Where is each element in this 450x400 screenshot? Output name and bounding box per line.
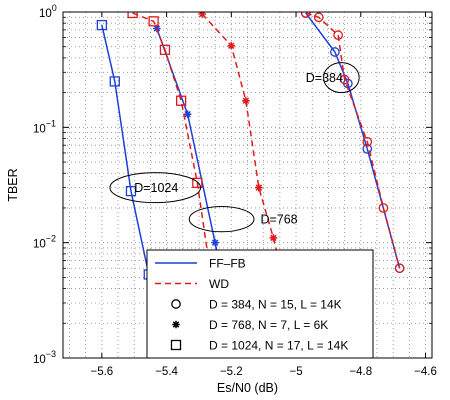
x-tick-label: −4.6 bbox=[414, 366, 437, 378]
axes: −5.6 −5.4 −5.2 −5 −4.8 −4.6 100 10−1 10−2 10−3 bbox=[33, 3, 437, 378]
y-axis-label: TBER bbox=[6, 168, 20, 201]
legend-entry: D = 1024, N = 17, L = 14K bbox=[170, 338, 348, 352]
x-tick-label: −5.6 bbox=[90, 366, 113, 378]
legend-box bbox=[146, 249, 374, 359]
annotation-ellipse bbox=[109, 172, 202, 204]
data-point-circle bbox=[333, 30, 343, 40]
legend-entry: D = 768, N = 7, L = 6K bbox=[172, 318, 328, 332]
series-line bbox=[305, 12, 401, 269]
data-point-square bbox=[192, 177, 203, 189]
x-tick-label: −5.4 bbox=[155, 366, 178, 378]
annotations: D=384 D=768 D=1024 bbox=[109, 62, 360, 233]
y-tick-label: 100 bbox=[39, 3, 57, 20]
data-point-square bbox=[148, 16, 159, 27]
legend-entry: WD bbox=[155, 277, 229, 291]
series-ff_fb-d-1024 bbox=[96, 19, 154, 280]
legend-entry: FF–FB bbox=[155, 256, 246, 270]
data-point-star bbox=[211, 238, 219, 247]
data-point-circle bbox=[330, 47, 340, 57]
x-tick-label: −5 bbox=[289, 366, 302, 378]
annotation-ellipse bbox=[188, 205, 255, 233]
legend-entry: D = 384, N = 15, L = 14K bbox=[171, 297, 342, 311]
data-point-circle bbox=[394, 263, 405, 274]
x-tick-label: −5.2 bbox=[220, 366, 243, 378]
annotation-label: D=768 bbox=[260, 213, 297, 227]
series-line bbox=[132, 12, 210, 261]
data-point-circle bbox=[313, 12, 324, 23]
legend-marker-star bbox=[172, 320, 180, 329]
data-point-star bbox=[269, 234, 278, 242]
data-point-square bbox=[96, 19, 107, 31]
legend-marker-square bbox=[170, 339, 182, 351]
y-tick-label: 10−1 bbox=[33, 118, 56, 135]
annotation-ellipse bbox=[323, 62, 360, 94]
data-point-circle bbox=[378, 203, 389, 213]
legend: FF–FB WD D = 384, N = 15, L = 14K D = 768, … bbox=[146, 249, 374, 359]
data-point-square bbox=[109, 76, 120, 87]
series-wd-d-384 bbox=[300, 12, 405, 274]
legend-label: D = 1024, N = 17, L = 14K bbox=[209, 338, 348, 352]
legend-label: FF–FB bbox=[209, 256, 246, 270]
series-layer bbox=[96, 12, 405, 349]
data-point-star bbox=[227, 41, 236, 50]
legend-marker-circle bbox=[171, 299, 181, 309]
annotation-label: D=384 bbox=[306, 71, 343, 85]
series-line bbox=[201, 13, 284, 278]
data-point-square bbox=[127, 12, 138, 19]
series-line bbox=[101, 24, 150, 275]
legend-label: WD bbox=[209, 277, 229, 291]
annotation-label: D=1024 bbox=[134, 181, 178, 195]
series-line bbox=[305, 12, 401, 269]
data-point-circle bbox=[362, 136, 373, 147]
data-point-square bbox=[125, 185, 137, 197]
data-point-square bbox=[159, 44, 171, 55]
y-tick-label: 10−2 bbox=[33, 234, 56, 251]
data-point-star bbox=[255, 183, 263, 192]
data-point-star bbox=[242, 96, 250, 105]
data-point-circle bbox=[300, 12, 311, 18]
legend-label: D = 768, N = 7, L = 6K bbox=[209, 318, 328, 332]
data-point-star bbox=[183, 110, 192, 118]
data-point-circle bbox=[339, 74, 350, 85]
data-point-star bbox=[198, 12, 206, 18]
x-axis-label: Es/N0 (dB) bbox=[217, 381, 278, 395]
y-tick-label: 10−3 bbox=[33, 349, 56, 366]
x-tick-label: −4.8 bbox=[349, 366, 372, 378]
legend-label: D = 384, N = 15, L = 14K bbox=[209, 297, 342, 311]
data-point-square bbox=[175, 95, 187, 106]
